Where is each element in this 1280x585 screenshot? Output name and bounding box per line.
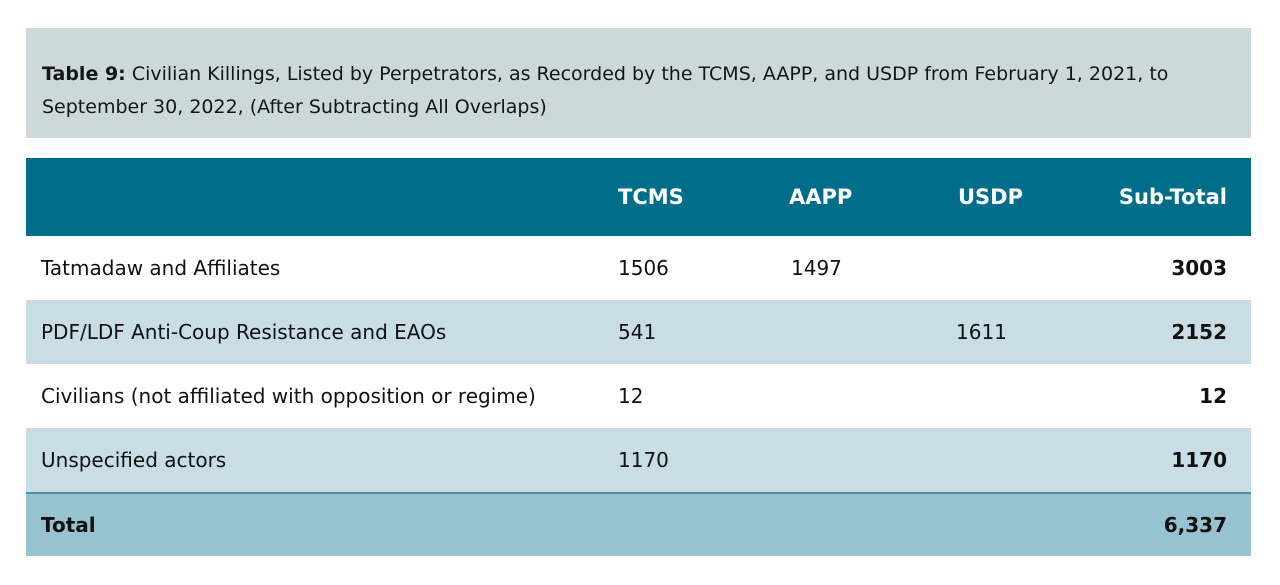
row-aapp	[791, 300, 921, 364]
row-tcms: 541	[618, 320, 657, 344]
table-row: PDF/LDF Anti-Coup Resistance and EAOs 54…	[26, 300, 1251, 364]
row-tcms: 12	[618, 384, 644, 408]
header-aapp: AAPP	[789, 185, 853, 209]
row-subtotal: 12	[1199, 384, 1227, 408]
row-subtotal: 2152	[1171, 320, 1227, 344]
table-row: Civilians (not affiliated with oppositio…	[26, 364, 1251, 428]
table-row: Unspecified actors 1170 1170	[26, 428, 1251, 492]
row-usdp	[956, 364, 1096, 428]
row-label: Civilians (not affiliated with oppositio…	[41, 384, 536, 408]
row-aapp	[791, 428, 921, 492]
row-label: Unspecified actors	[41, 448, 227, 472]
total-value: 6,337	[1163, 513, 1227, 537]
table-header-row: TCMS AAPP USDP Sub-Total	[26, 158, 1251, 236]
row-tcms: 1170	[618, 448, 669, 472]
row-label: PDF/LDF Anti-Coup Resistance and EAOs	[41, 320, 447, 344]
table-caption-label: Table 9:	[42, 63, 126, 85]
table-row: Tatmadaw and Affiliates 1506 1497 3003	[26, 236, 1251, 300]
table-caption-text: Civilian Killings, Listed by Perpetrator…	[42, 63, 1169, 118]
header-tcms: TCMS	[618, 185, 684, 209]
table-total-row: Total 6,337	[26, 492, 1251, 556]
row-aapp	[791, 364, 921, 428]
header-usdp: USDP	[958, 185, 1023, 209]
row-label: Tatmadaw and Affiliates	[41, 256, 281, 280]
row-usdp	[956, 428, 1096, 492]
row-subtotal: 3003	[1171, 256, 1227, 280]
header-subtotal: Sub-Total	[1118, 185, 1227, 209]
row-aapp: 1497	[791, 256, 842, 280]
row-tcms: 1506	[618, 256, 669, 280]
row-subtotal: 1170	[1171, 448, 1227, 472]
table-caption: Table 9: Civilian Killings, Listed by Pe…	[26, 28, 1251, 138]
row-usdp	[956, 236, 1096, 300]
total-label: Total	[41, 513, 96, 537]
row-usdp: 1611	[956, 320, 1007, 344]
civilian-killings-table: TCMS AAPP USDP Sub-Total Tatmadaw and Af…	[26, 158, 1251, 556]
